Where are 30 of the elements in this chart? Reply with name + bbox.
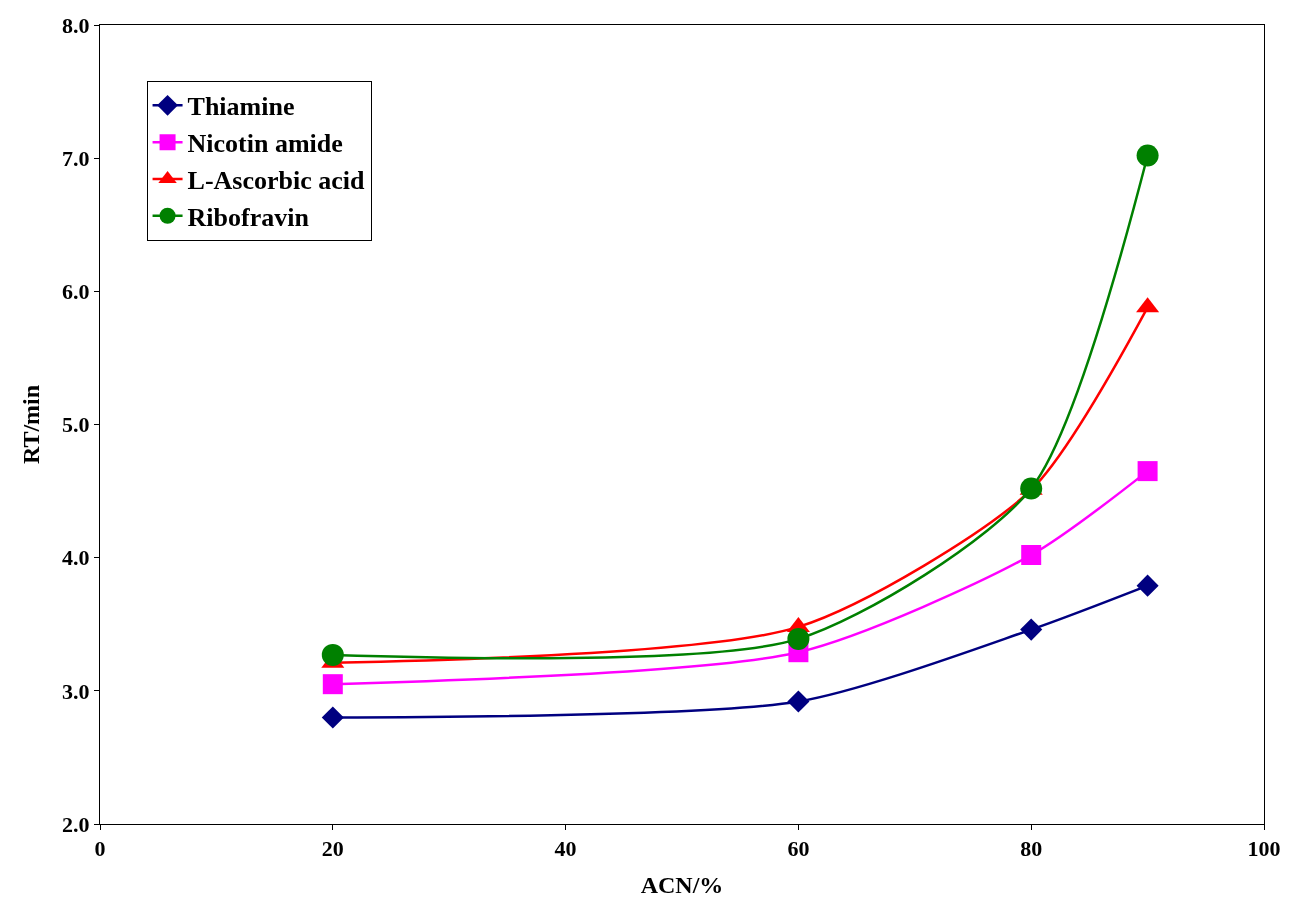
point (787, 627, 810, 650)
x-tick-label: 100 (1247, 836, 1281, 862)
legend-label: Ribofravin (187, 202, 310, 232)
point (1021, 545, 1042, 565)
x-tick-label: 40 (554, 836, 577, 862)
point (1137, 461, 1158, 482)
x-tick-label: 60 (787, 836, 810, 862)
point (1136, 144, 1159, 167)
point (1136, 574, 1159, 597)
legend-label: Thiamine (187, 92, 295, 122)
x-axis-title: ACN/% (640, 871, 724, 898)
legend-label: L-Ascorbic acid (187, 166, 366, 196)
y-tick-label: 4.0 (62, 545, 90, 571)
point (321, 706, 344, 729)
point (322, 674, 343, 695)
point (1020, 477, 1043, 500)
y-tick-label: 6.0 (62, 279, 90, 305)
point (1020, 618, 1043, 641)
x-tick-label: 80 (1020, 836, 1043, 862)
point (321, 643, 344, 666)
x-tick-label: 0 (94, 836, 106, 862)
y-tick-label: 5.0 (62, 412, 90, 438)
y-tick-label: 8.0 (62, 12, 90, 38)
point (787, 690, 810, 713)
y-axis-title: RT/min (18, 384, 45, 465)
y-tick-label: 3.0 (62, 678, 90, 704)
x-tick-label: 20 (321, 836, 344, 862)
y-tick-label: 2.0 (62, 811, 90, 837)
y-tick-label: 7.0 (62, 145, 90, 171)
legend-label: Nicotin amide (187, 129, 343, 159)
